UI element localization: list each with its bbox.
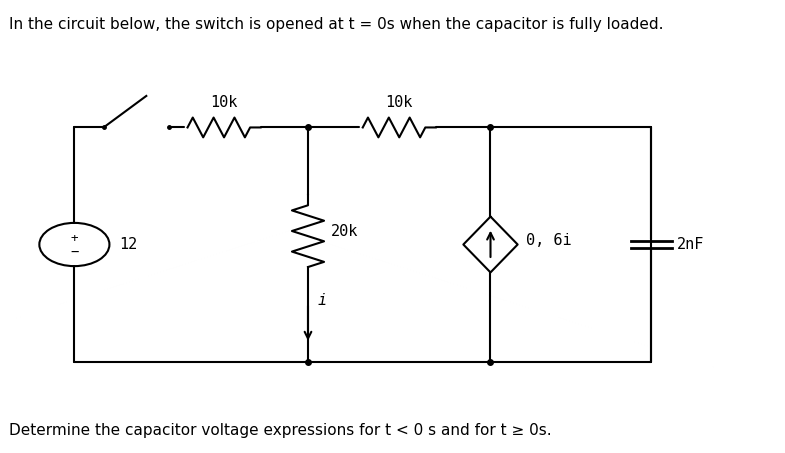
Text: −: − — [70, 245, 78, 259]
Text: 20k: 20k — [331, 223, 359, 238]
Text: 12: 12 — [119, 237, 138, 252]
Text: Determine the capacitor voltage expressions for t < 0 s and for t ≥ 0s.: Determine the capacitor voltage expressi… — [9, 423, 551, 438]
Text: 10k: 10k — [210, 95, 238, 111]
Text: 10k: 10k — [385, 95, 413, 111]
Text: i: i — [317, 293, 327, 308]
Text: 0, 6i: 0, 6i — [526, 232, 571, 247]
Text: +: + — [71, 231, 78, 245]
Text: 2nF: 2nF — [677, 237, 704, 252]
Text: In the circuit below, the switch is opened at t = 0s when the capacitor is fully: In the circuit below, the switch is open… — [9, 17, 663, 32]
